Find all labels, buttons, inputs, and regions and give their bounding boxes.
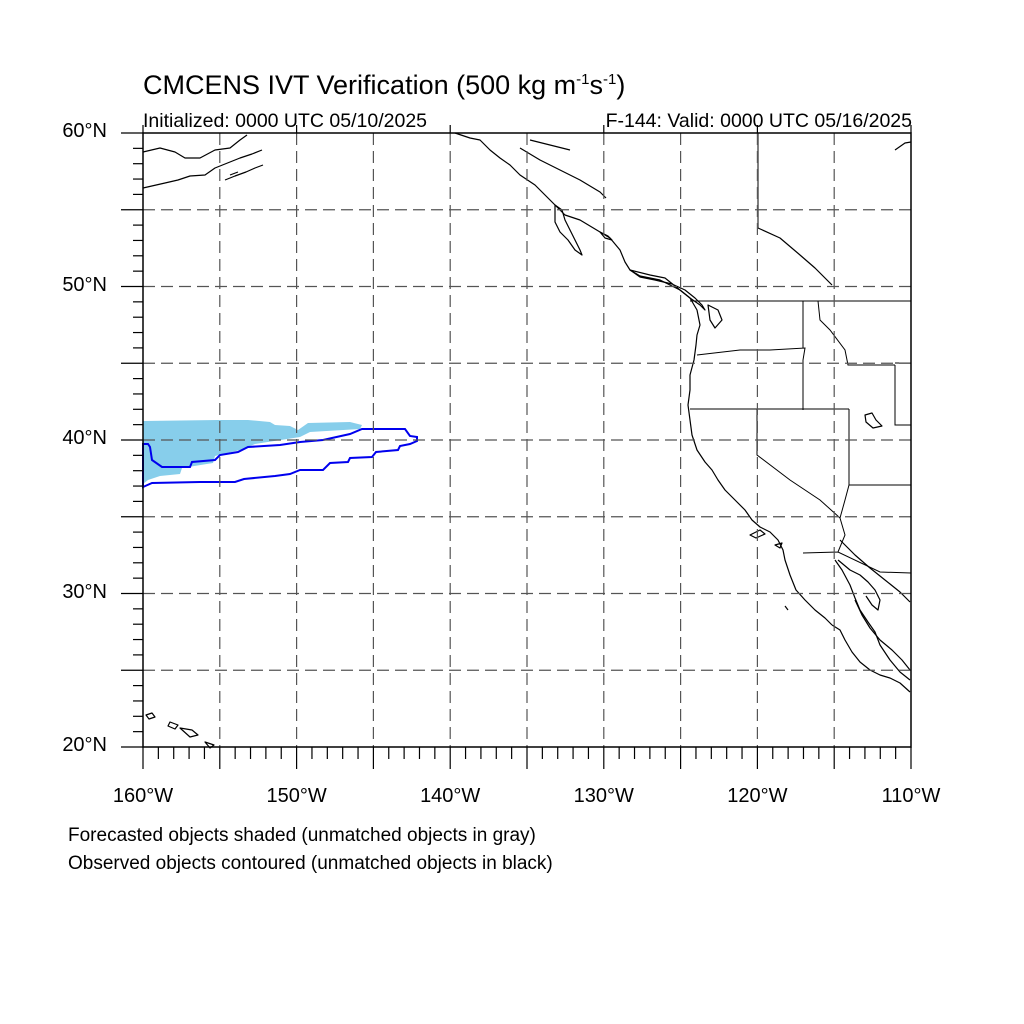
forecast-note: Forecasted objects shaded (unmatched obj… bbox=[68, 825, 536, 846]
valid-time-label: F-144: Valid: 0000 UTC 05/16/2025 bbox=[605, 110, 912, 132]
forecast-object bbox=[143, 420, 362, 484]
axis-ticks bbox=[121, 125, 912, 769]
lon-label: 150°W bbox=[266, 785, 327, 807]
lon-label: 160°W bbox=[112, 785, 174, 807]
lat-label: 30°N bbox=[62, 580, 107, 603]
lat-label: 40°N bbox=[62, 427, 107, 449]
initialized-label: Initialized: 0000 UTC 05/10/2025 bbox=[143, 110, 428, 132]
political-borders bbox=[690, 133, 912, 574]
lat-label: 20°N bbox=[62, 734, 107, 756]
lat-label: 50°N bbox=[62, 273, 107, 296]
coastlines bbox=[142, 132, 912, 749]
observed-note: Observed objects contoured (unmatched ob… bbox=[68, 853, 553, 874]
lon-label: 130°W bbox=[573, 785, 634, 807]
lat-lon-grid bbox=[143, 133, 911, 747]
lon-label: 140°W bbox=[420, 785, 481, 807]
observed-contour-outer bbox=[142, 428, 418, 489]
lat-label: 60°N bbox=[62, 120, 107, 142]
lon-label: 120°W bbox=[727, 785, 788, 807]
map-title: CMCENS IVT Verification (500 kg m-1s-1) bbox=[143, 70, 626, 100]
lon-label: 110°W bbox=[881, 785, 941, 807]
